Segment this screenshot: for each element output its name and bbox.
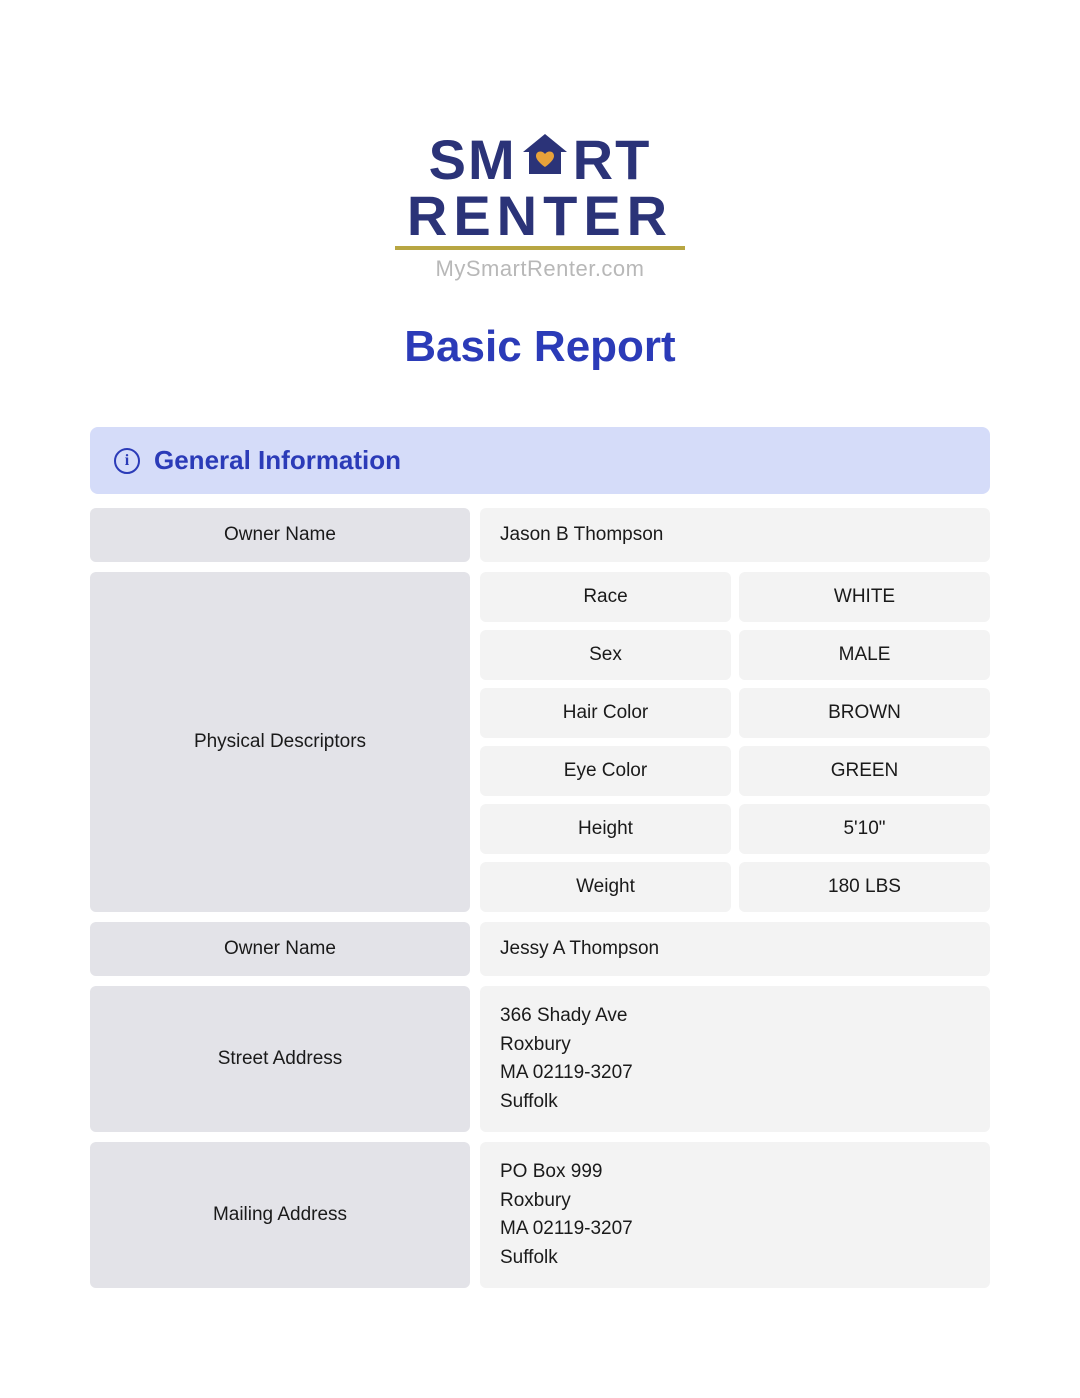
phys-val-4: 5'10" bbox=[739, 804, 990, 854]
phys-row-5: Weight 180 LBS bbox=[480, 862, 990, 912]
row-owner2: Owner Name Jessy A Thompson bbox=[90, 922, 990, 976]
report-page: SM RT RENTER MySmartRenter.com Basic Rep… bbox=[0, 0, 1080, 1358]
info-icon-glyph: i bbox=[125, 452, 129, 470]
phys-row-2: Hair Color BROWN bbox=[480, 688, 990, 738]
owner1-label: Owner Name bbox=[90, 508, 470, 562]
logo-line1-a: SM bbox=[429, 133, 517, 186]
phys-key-4: Height bbox=[480, 804, 731, 854]
row-owner1: Owner Name Jason B Thompson bbox=[90, 508, 990, 562]
phys-val-1: MALE bbox=[739, 630, 990, 680]
phys-row-1: Sex MALE bbox=[480, 630, 990, 680]
report-title: Basic Report bbox=[90, 322, 990, 372]
section-header: i General Information bbox=[90, 427, 990, 494]
phys-key-1: Sex bbox=[480, 630, 731, 680]
owner1-value: Jason B Thompson bbox=[480, 508, 990, 562]
phys-values: Race WHITE Sex MALE Hair Color BROWN Eye… bbox=[480, 572, 990, 912]
logo-line1-b: RT bbox=[573, 133, 652, 186]
house-icon bbox=[519, 130, 571, 189]
phys-key-2: Hair Color bbox=[480, 688, 731, 738]
mail-value: PO Box 999 Roxbury MA 02119-3207 Suffolk bbox=[480, 1142, 990, 1288]
mail-label: Mailing Address bbox=[90, 1142, 470, 1288]
row-physical: Physical Descriptors Race WHITE Sex MALE… bbox=[90, 572, 990, 912]
row-street: Street Address 366 Shady Ave Roxbury MA … bbox=[90, 986, 990, 1132]
phys-val-5: 180 LBS bbox=[739, 862, 990, 912]
phys-key-5: Weight bbox=[480, 862, 731, 912]
section-title: General Information bbox=[154, 445, 401, 476]
phys-val-3: GREEN bbox=[739, 746, 990, 796]
logo-subtitle: MySmartRenter.com bbox=[90, 256, 990, 282]
phys-val-0: WHITE bbox=[739, 572, 990, 622]
street-value: 366 Shady Ave Roxbury MA 02119-3207 Suff… bbox=[480, 986, 990, 1132]
phys-key-3: Eye Color bbox=[480, 746, 731, 796]
phys-label: Physical Descriptors bbox=[90, 572, 470, 912]
street-label: Street Address bbox=[90, 986, 470, 1132]
phys-row-4: Height 5'10" bbox=[480, 804, 990, 854]
phys-key-0: Race bbox=[480, 572, 731, 622]
logo-line2: RENTER bbox=[407, 189, 673, 242]
logo-block: SM RT RENTER MySmartRenter.com bbox=[90, 130, 990, 282]
logo-text: SM RT RENTER bbox=[407, 130, 673, 242]
owner2-value: Jessy A Thompson bbox=[480, 922, 990, 976]
logo-line1: SM RT bbox=[407, 130, 673, 189]
phys-row-3: Eye Color GREEN bbox=[480, 746, 990, 796]
info-icon: i bbox=[114, 448, 140, 474]
owner2-label: Owner Name bbox=[90, 922, 470, 976]
phys-val-2: BROWN bbox=[739, 688, 990, 738]
row-mail: Mailing Address PO Box 999 Roxbury MA 02… bbox=[90, 1142, 990, 1288]
phys-row-0: Race WHITE bbox=[480, 572, 990, 622]
